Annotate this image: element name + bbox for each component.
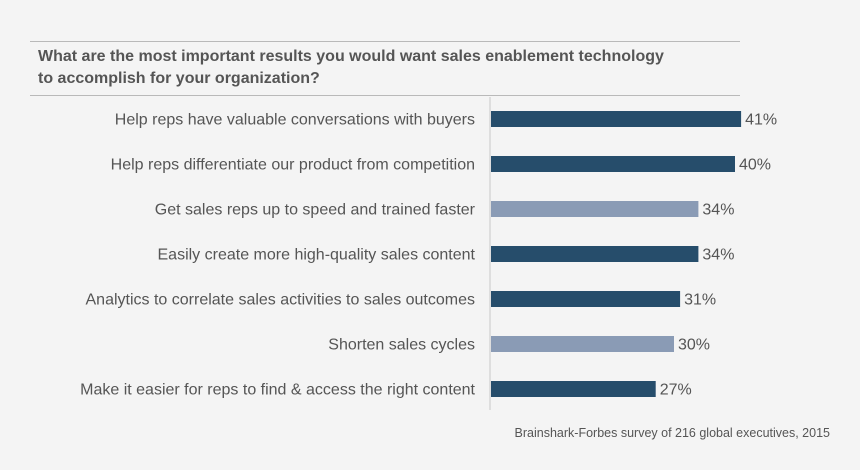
category-label: Easily create more high-quality sales co… bbox=[158, 247, 476, 264]
title-top-rule bbox=[30, 41, 740, 42]
category-label: Analytics to correlate sales activities … bbox=[86, 292, 476, 309]
bar bbox=[491, 156, 735, 172]
value-label: 41% bbox=[745, 112, 777, 129]
value-label: 34% bbox=[702, 202, 734, 219]
bar bbox=[491, 201, 699, 217]
value-label: 40% bbox=[739, 157, 771, 174]
source-note: Brainshark-Forbes survey of 216 global e… bbox=[514, 426, 830, 440]
chart-title-line-2: to accomplish for your organization? bbox=[38, 70, 320, 87]
category-label: Get sales reps up to speed and trained f… bbox=[155, 202, 476, 219]
value-label: 30% bbox=[678, 337, 710, 354]
category-label: Help reps have valuable conversations wi… bbox=[115, 112, 475, 129]
bar bbox=[491, 381, 656, 397]
category-label: Shorten sales cycles bbox=[328, 337, 475, 354]
value-label: 27% bbox=[660, 382, 692, 399]
bar bbox=[491, 246, 699, 262]
value-label: 31% bbox=[684, 292, 716, 309]
chart-title: What are the most important results you … bbox=[38, 46, 758, 90]
title-bottom-rule bbox=[30, 95, 740, 96]
bar bbox=[491, 336, 674, 352]
bar bbox=[491, 111, 742, 127]
bar bbox=[491, 291, 681, 307]
category-label: Make it easier for reps to find & access… bbox=[80, 382, 475, 399]
value-label: 34% bbox=[702, 247, 734, 264]
chart-title-line-1: What are the most important results you … bbox=[38, 48, 664, 65]
category-label: Help reps differentiate our product from… bbox=[111, 157, 475, 174]
